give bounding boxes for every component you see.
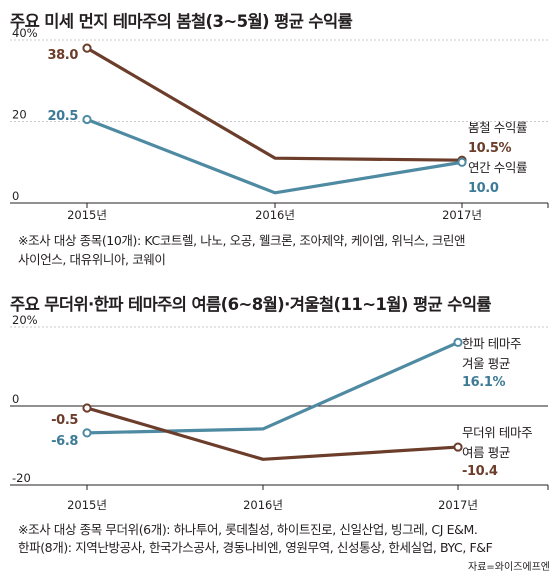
series-name-label: 무더위 테마주	[462, 425, 532, 440]
x-tick-label: 2017년	[438, 498, 478, 512]
series-name-label: 겨울 평균	[462, 356, 510, 371]
series-line	[85, 406, 460, 461]
data-label: -0.5	[51, 413, 78, 428]
data-point	[82, 428, 92, 438]
y-tick-label: 0	[12, 392, 19, 406]
data-point	[453, 442, 463, 452]
y-tick-label: 20	[12, 108, 27, 122]
chart-note-line-2: 사이언스, 대유위니아, 코웨이	[18, 252, 166, 267]
summer-winter-returns-plot: 20% 0 -20 2015년 2016년 2017년 -6.8 16.1% 한파 테마주겨울 …	[10, 313, 549, 512]
source-credit: 자료=와이즈에프엔	[468, 562, 550, 573]
series-line	[85, 46, 464, 162]
series-line	[85, 340, 460, 435]
x-tick-label: 2015년	[67, 208, 107, 222]
x-tick-label: 2016년	[243, 498, 283, 512]
chart-note-line-1: ※조사 대상 종목(10개): KC코트렐, 나노, 오공, 웰크론, 조아제약…	[18, 233, 466, 248]
y-tick-label: 40%	[12, 26, 38, 40]
y-tick-label: -20	[12, 471, 31, 485]
series-line	[85, 117, 464, 195]
x-tick-label: 2017년	[442, 208, 482, 222]
series-name-label: 연간 수익률	[468, 160, 527, 175]
data-label: -6.8	[51, 434, 78, 449]
series-name-label: 여름 평균	[462, 445, 510, 460]
chart-title: 주요 미세 먼지 테마주의 봄철(3~5월) 평균 수익률	[10, 12, 353, 31]
data-label: 16.1%	[462, 375, 505, 390]
x-tick-label: 2015년	[67, 498, 107, 512]
data-point	[82, 114, 92, 125]
data-label: -10.4	[462, 464, 498, 479]
chart-title: 주요 무더위·한파 테마주의 여름(6~8월)·겨울철(11~1월) 평균 수익…	[10, 295, 492, 314]
y-tick-label: 0	[12, 189, 19, 203]
chart-note-line-1: ※조사 대상 종목 무더위(6개): 하나투어, 롯데칠성, 하이트진로, 신일…	[18, 522, 478, 537]
series-name-label: 한파 테마주	[462, 336, 521, 351]
data-label: 10.5%	[468, 141, 511, 156]
series-name-label: 봄철 수익률	[468, 120, 527, 135]
y-tick-label: 20%	[12, 313, 38, 327]
data-label: 10.0	[468, 181, 499, 196]
data-label: 20.5	[48, 109, 79, 124]
data-label: 38.0	[48, 48, 79, 63]
x-tick-label: 2016년	[255, 208, 295, 222]
spring-returns-plot: 40% 20 0 2015년 2016년 2017년 38.0 10.5% 봄철 수익률 20.5…	[10, 26, 549, 222]
summer-winter-returns-chart: 주요 무더위·한파 테마주의 여름(6~8월)·겨울철(11~1월) 평균 수익…	[0, 283, 560, 575]
data-point	[82, 403, 92, 413]
data-point	[82, 43, 92, 53]
spring-returns-chart: 주요 미세 먼지 테마주의 봄철(3~5월) 평균 수익률 40% 20 0 2015…	[0, 0, 560, 275]
data-point	[453, 337, 463, 348]
chart-note-line-2: 한파(8개): 지역난방공사, 한국가스공사, 경동나비엔, 영원무역, 신성통…	[18, 540, 493, 555]
data-point	[457, 157, 467, 167]
